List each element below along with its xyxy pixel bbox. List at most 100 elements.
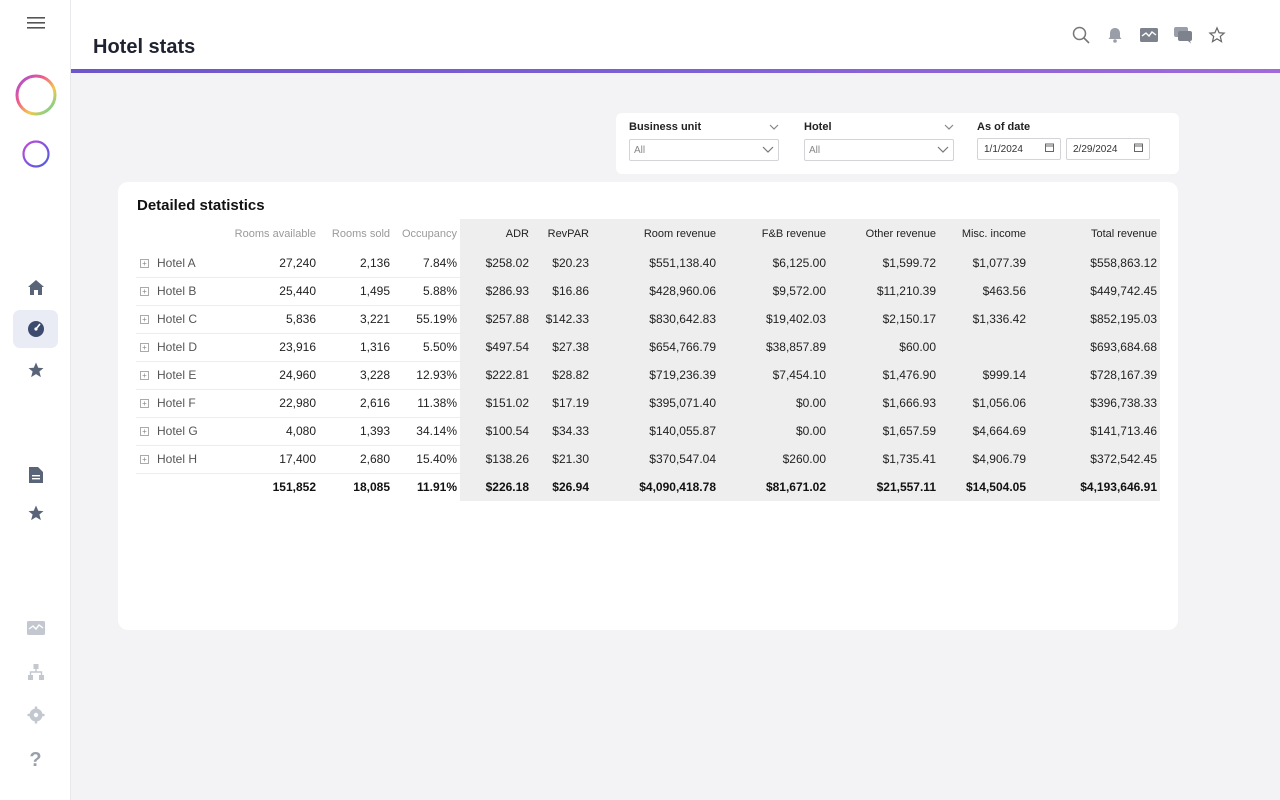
hotel-name: Hotel C (157, 312, 198, 326)
table-cell: $7,454.10 (719, 361, 829, 390)
total-cell: $81,671.02 (719, 473, 829, 501)
search-icon[interactable] (1070, 24, 1092, 46)
table-row: + Hotel E 24,960 3,228 12.93% $222.81 $28.82 $7… (136, 361, 1160, 390)
table-cell: $11,210.39 (829, 277, 939, 306)
header-accent-bar (71, 69, 1280, 73)
column-header[interactable]: ADR (460, 219, 532, 249)
row-name-cell: + Hotel F (136, 389, 224, 418)
table-cell: $728,167.39 (1029, 361, 1160, 390)
business-unit-select[interactable]: All (629, 139, 779, 161)
column-header[interactable]: Rooms available (234, 228, 316, 240)
chevron-down-icon[interactable] (769, 121, 779, 133)
table-cell: $142.33 (532, 305, 592, 334)
home-icon[interactable] (0, 277, 71, 297)
chat-icon[interactable] (1172, 24, 1194, 46)
bell-icon[interactable] (1104, 24, 1126, 46)
table-cell: $999.14 (939, 361, 1029, 390)
dashboard-icon[interactable] (1138, 24, 1160, 46)
table-cell: 11.38% (393, 389, 460, 418)
table-cell: 5.50% (393, 333, 460, 362)
business-unit-label: Business unit (629, 121, 702, 133)
column-header[interactable]: Occupancy (401, 228, 457, 240)
table-cell: $1,666.93 (829, 389, 939, 418)
dashboard-icon[interactable] (0, 618, 71, 638)
table-cell: $0.00 (719, 389, 829, 418)
table-cell: $258.02 (460, 249, 532, 278)
help-icon[interactable]: ? (29, 748, 42, 771)
star-icon[interactable] (0, 503, 71, 523)
table-cell: $1,336.42 (939, 305, 1029, 334)
expand-icon[interactable]: + (140, 259, 149, 269)
star-icon[interactable] (0, 360, 71, 380)
gradient-ring-logo-icon[interactable] (0, 72, 71, 118)
calendar-icon[interactable] (1045, 143, 1054, 155)
hotel-name: Hotel E (157, 368, 197, 382)
chevron-down-icon (762, 145, 774, 156)
page-header: Hotel stats (71, 0, 1280, 69)
table-cell: $1,599.72 (829, 249, 939, 278)
document-icon[interactable] (0, 465, 71, 485)
table-cell: $140,055.87 (592, 417, 719, 446)
table-cell: $1,476.90 (829, 361, 939, 390)
gear-icon[interactable] (0, 705, 71, 725)
total-cell: $21,557.11 (829, 473, 939, 501)
table-cell: 15.40% (393, 445, 460, 474)
table-cell: 5,836 (224, 305, 319, 334)
expand-icon[interactable]: + (140, 399, 149, 409)
expand-icon[interactable]: + (140, 427, 149, 437)
table-row: + Hotel C 5,836 3,221 55.19% $257.88 $142.33 $8… (136, 305, 1160, 334)
hotel-filter: Hotel All (804, 121, 954, 161)
expand-icon[interactable]: + (140, 287, 149, 297)
ring-icon[interactable] (0, 138, 71, 170)
hamburger-menu-icon[interactable] (0, 12, 71, 34)
hotel-value: All (809, 144, 821, 156)
table-cell: 1,495 (319, 277, 393, 306)
hotel-name: Hotel D (157, 340, 198, 354)
table-cell: 2,616 (319, 389, 393, 418)
expand-icon[interactable]: + (140, 315, 149, 325)
row-name-cell: + Hotel A (136, 249, 224, 278)
table-cell: 2,136 (319, 249, 393, 278)
expand-icon[interactable]: + (140, 455, 149, 465)
hotel-select[interactable]: All (804, 139, 954, 161)
calendar-icon[interactable] (1134, 143, 1143, 155)
table-cell: $34.33 (532, 417, 592, 446)
table-row: + Hotel A 27,240 2,136 7.84% $258.02 $20.23 $55… (136, 249, 1160, 278)
column-header[interactable]: Misc. income (939, 219, 1029, 249)
table-cell: $1,657.59 (829, 417, 939, 446)
expand-icon[interactable]: + (140, 371, 149, 381)
table-row: + Hotel D 23,916 1,316 5.50% $497.54 $27.38 $65… (136, 333, 1160, 362)
table-cell: $428,960.06 (592, 277, 719, 306)
expand-icon[interactable]: + (140, 343, 149, 353)
dashboard-gauge-icon[interactable] (0, 319, 71, 339)
table-cell: 1,393 (319, 417, 393, 446)
column-header[interactable]: Other revenue (829, 219, 939, 249)
end-date-input[interactable]: 2/29/2024 (1066, 138, 1150, 160)
table-cell: $1,735.41 (829, 445, 939, 474)
table-cell: $260.00 (719, 445, 829, 474)
table-cell: $257.88 (460, 305, 532, 334)
table-cell: $141,713.46 (1029, 417, 1160, 446)
column-header[interactable]: Room revenue (592, 219, 719, 249)
table-cell: $38,857.89 (719, 333, 829, 362)
total-cell: $26.94 (532, 473, 592, 501)
table-cell: 7.84% (393, 249, 460, 278)
table-cell: $4,906.79 (939, 445, 1029, 474)
start-date-input[interactable]: 1/1/2024 (977, 138, 1061, 160)
totals-label-cell (136, 473, 224, 501)
chevron-down-icon[interactable] (944, 121, 954, 133)
table-cell: $20.23 (532, 249, 592, 278)
table-row: + Hotel H 17,400 2,680 15.40% $138.26 $21.30 $3… (136, 445, 1160, 474)
favorite-star-icon[interactable] (1206, 24, 1228, 46)
hierarchy-icon[interactable] (0, 662, 71, 682)
table-cell (939, 333, 1029, 362)
as-of-date-label: As of date (977, 121, 1031, 133)
column-header[interactable]: Rooms sold (331, 228, 390, 240)
column-header[interactable]: RevPAR (532, 219, 592, 249)
totals-row: 151,852 18,085 11.91% $226.18 $26.94 $4,090,4… (136, 473, 1160, 501)
column-header[interactable]: F&B revenue (719, 219, 829, 249)
table-cell: $151.02 (460, 389, 532, 418)
row-name-cell: + Hotel C (136, 305, 224, 334)
column-header[interactable]: Total revenue (1029, 219, 1160, 249)
total-cell: $14,504.05 (939, 473, 1029, 501)
